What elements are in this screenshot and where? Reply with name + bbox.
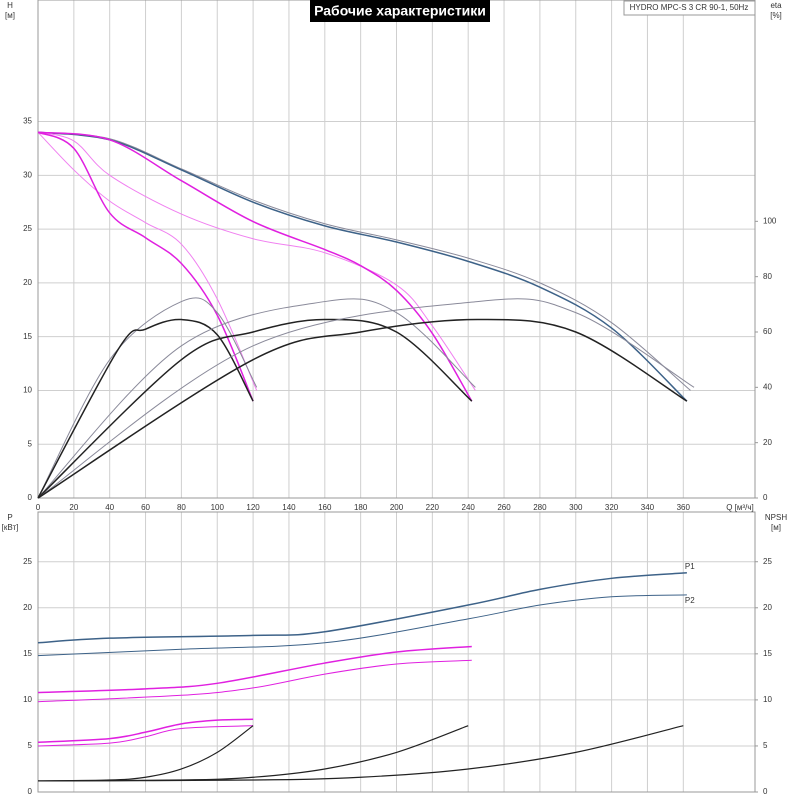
y2-tick-label: 5 — [763, 741, 768, 750]
y2-tick-label: 25 — [763, 557, 772, 566]
data-line — [37, 131, 688, 402]
x-tick-label: 360 — [677, 503, 691, 512]
y2-tick-label: 10 — [763, 695, 772, 704]
y2-axis-unit: [м] — [771, 523, 781, 532]
series-label: P2 — [685, 596, 695, 605]
x-tick-label: 100 — [211, 503, 225, 512]
data-line — [37, 725, 684, 782]
data-line — [37, 725, 254, 747]
data-line — [37, 131, 473, 402]
y-tick-label: 20 — [23, 603, 32, 612]
data-line — [37, 718, 254, 744]
x-tick-label: 220 — [426, 503, 440, 512]
y2-tick-label: 20 — [763, 438, 772, 447]
x-tick-label: 80 — [177, 503, 186, 512]
x-tick-label: 20 — [69, 503, 78, 512]
x-tick-label: 240 — [462, 503, 476, 512]
y-tick-label: 30 — [23, 170, 32, 179]
y2-axis-unit: [%] — [770, 11, 782, 20]
y-tick-label: 25 — [23, 224, 32, 233]
title-box — [310, 0, 490, 22]
y2-tick-label: 60 — [763, 327, 772, 336]
data-line — [37, 297, 258, 499]
y-axis-label: P — [7, 513, 12, 522]
x-tick-label: 0 — [36, 503, 41, 512]
data-line — [37, 298, 695, 499]
data-line — [37, 131, 476, 391]
x-tick-label: 60 — [141, 503, 150, 512]
x-tick-label: 200 — [390, 503, 404, 512]
y2-axis-label: eta — [770, 1, 782, 10]
data-line — [37, 298, 476, 499]
y-tick-label: 15 — [23, 649, 32, 658]
data-line — [37, 131, 254, 402]
chart-title: Рабочие характеристики — [314, 3, 486, 19]
x-tick-label: 160 — [318, 503, 332, 512]
plot-frame — [37, 0, 756, 499]
y-axis-unit: [м] — [5, 11, 15, 20]
x-tick-label: 340 — [641, 503, 655, 512]
y-axis-label: H — [7, 1, 13, 10]
note: HYDRO MPC-S 3 CR 90-1, 50Hz — [630, 3, 749, 12]
data-line — [37, 594, 687, 657]
series-label: P1 — [685, 562, 695, 571]
data-line — [37, 131, 258, 391]
y-tick-label: 5 — [28, 439, 33, 448]
y-tick-label: 0 — [28, 787, 33, 796]
y-tick-label: 25 — [23, 557, 32, 566]
y-tick-label: 5 — [28, 741, 33, 750]
y2-tick-label: 40 — [763, 382, 772, 391]
x-tick-label: 40 — [105, 503, 114, 512]
y-tick-label: 35 — [23, 117, 32, 126]
y-tick-label: 10 — [23, 386, 32, 395]
y-axis-unit: [кВт] — [2, 523, 19, 532]
x-tick-label: 140 — [282, 503, 296, 512]
y-tick-label: 15 — [23, 332, 32, 341]
x-tick-label: 120 — [246, 503, 260, 512]
y-tick-label: 10 — [23, 695, 32, 704]
data-line — [37, 318, 473, 499]
y-tick-label: 20 — [23, 278, 32, 287]
data-line — [37, 318, 688, 499]
x-tick-label: 180 — [354, 503, 368, 512]
data-line — [37, 659, 472, 703]
x-tick-label: 260 — [497, 503, 511, 512]
x-tick-label: 280 — [533, 503, 547, 512]
note-box — [623, 0, 756, 16]
y2-tick-label: 15 — [763, 649, 772, 658]
data-line — [37, 645, 472, 694]
data-line — [37, 572, 687, 644]
y-tick-label: 0 — [28, 493, 33, 502]
data-line — [37, 131, 691, 391]
x-tick-label: 320 — [605, 503, 619, 512]
y2-tick-label: 0 — [763, 787, 768, 796]
y2-tick-label: 100 — [763, 216, 777, 225]
y2-tick-label: 0 — [763, 493, 768, 502]
plot-frame — [37, 511, 756, 793]
y2-axis-label: NPSH — [765, 513, 787, 522]
y2-tick-label: 80 — [763, 272, 772, 281]
x-tick-label: 300 — [569, 503, 583, 512]
x-axis-label: Q [м³/ч] — [726, 503, 753, 512]
data-line — [37, 318, 254, 499]
y2-tick-label: 20 — [763, 603, 772, 612]
